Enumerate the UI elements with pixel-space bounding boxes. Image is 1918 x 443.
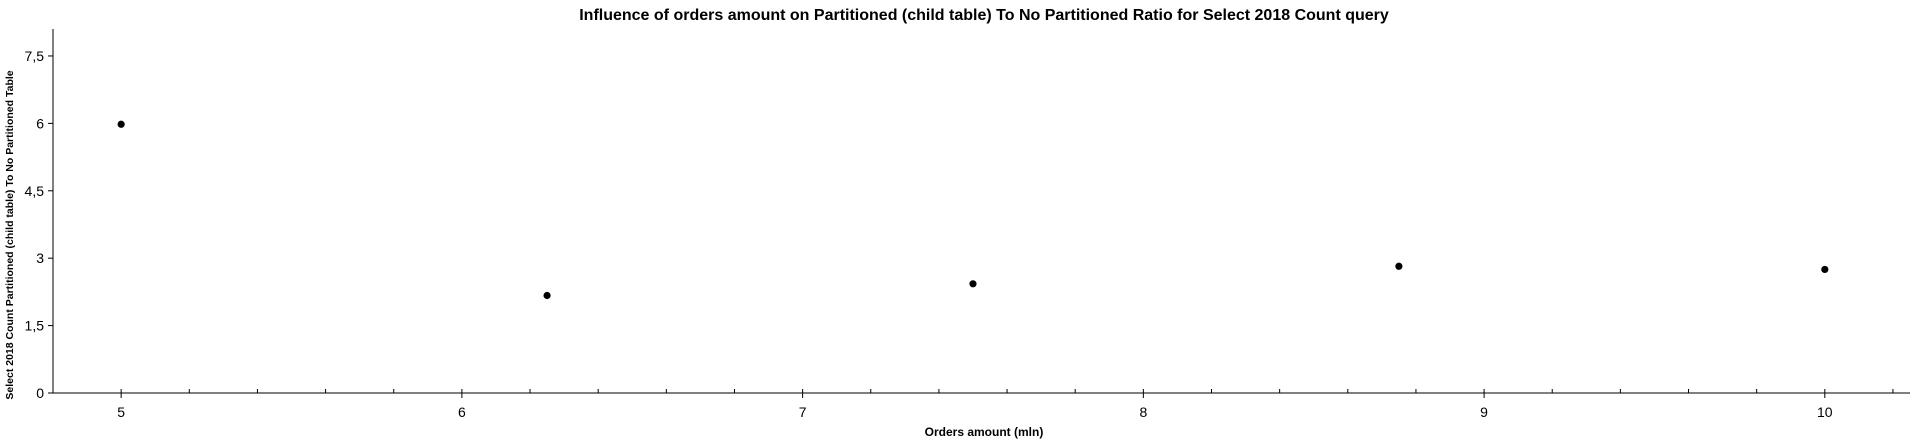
y-tick-label: 0 bbox=[36, 385, 44, 401]
data-point bbox=[1395, 262, 1403, 270]
x-tick-label: 9 bbox=[1480, 404, 1488, 420]
data-point bbox=[117, 120, 125, 128]
y-tick-label: 1,5 bbox=[25, 318, 45, 334]
x-axis: 5 6 7 8 9 10 bbox=[52, 389, 1910, 420]
y-tick-label: 6 bbox=[36, 115, 44, 131]
data-point bbox=[543, 291, 551, 300]
x-tick-label: 6 bbox=[458, 404, 466, 420]
y-tick-label: 4,5 bbox=[25, 183, 45, 199]
x-tick-label: 8 bbox=[1139, 404, 1147, 420]
y-axis: 0 1,5 3 4,5 6 7,5 bbox=[25, 29, 54, 401]
chart-title: Influence of orders amount on Partitione… bbox=[579, 7, 1389, 24]
y-axis-label-group: Select 2018 Count Partitioned (child tab… bbox=[4, 70, 16, 399]
y-axis-label: Select 2018 Count Partitioned (child tab… bbox=[4, 70, 16, 399]
x-tick-label: 7 bbox=[799, 404, 807, 420]
x-axis-label: Orders amount (mln) bbox=[925, 425, 1044, 439]
data-point bbox=[969, 280, 977, 288]
data-points bbox=[117, 120, 1829, 300]
x-tick-label: 5 bbox=[117, 404, 125, 420]
data-point bbox=[1821, 265, 1829, 274]
x-tick-label: 10 bbox=[1817, 404, 1833, 420]
y-tick-label: 3 bbox=[36, 250, 44, 266]
y-tick-label: 7,5 bbox=[25, 48, 45, 64]
